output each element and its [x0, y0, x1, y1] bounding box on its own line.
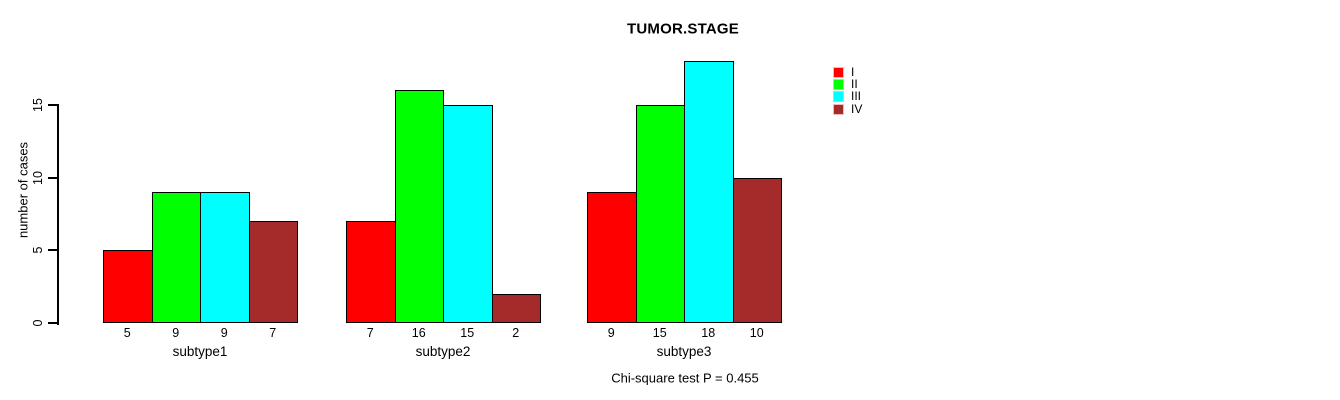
bar-subtype1-stage-IV [248, 221, 298, 323]
x-category-label: subtype2 [415, 344, 471, 359]
y-axis-tick-label: 0 [31, 319, 45, 327]
bar-subtype2-stage-I [346, 221, 396, 323]
bar-subtype3-stage-III [684, 61, 734, 323]
bar-subtype2-stage-II [394, 90, 444, 323]
bar-value-label: 5 [123, 326, 131, 340]
bar-value-label: 7 [269, 326, 277, 340]
bar-value-label: 9 [172, 326, 180, 340]
legend-label: IV [851, 101, 863, 116]
legend-item: IV [833, 103, 862, 115]
legend-item: III [833, 89, 862, 104]
y-axis-tick [48, 322, 57, 324]
bar-subtype3-stage-I [587, 192, 637, 323]
y-axis-tick-label: 15 [31, 98, 45, 112]
y-axis-tick [48, 176, 57, 179]
x-category-label: subtype1 [172, 344, 228, 359]
bar-value-label: 9 [220, 326, 228, 340]
legend-swatch [833, 103, 844, 115]
y-axis-tick [48, 249, 57, 252]
y-axis-line [57, 104, 59, 325]
y-axis-tick-label: 10 [31, 170, 45, 185]
legend-swatch [833, 66, 844, 78]
bar-subtype2-stage-III [443, 105, 493, 323]
bar-subtype1-stage-II [151, 192, 201, 323]
legend-label: II [851, 76, 858, 91]
legend-item: II [833, 78, 858, 90]
y-axis-tick [48, 104, 57, 106]
bar-value-label: 18 [701, 326, 716, 340]
legend-label: I [851, 64, 855, 79]
y-axis-tick-label: 5 [31, 246, 45, 254]
bar-value-label: 7 [366, 326, 374, 340]
legend-swatch [833, 91, 844, 103]
legend-swatch [833, 78, 844, 90]
bar-subtype2-stage-IV [491, 293, 541, 323]
bar-subtype3-stage-II [635, 105, 685, 323]
bar-subtype1-stage-III [200, 192, 250, 323]
x-category-label: subtype3 [656, 344, 712, 359]
chi-square-annotation: Chi-square test P = 0.455 [611, 370, 759, 386]
legend-item: I [833, 66, 854, 78]
chart-title: TUMOR.STAGE [627, 20, 739, 38]
bar-subtype3-stage-IV [732, 177, 782, 323]
legend-label: III [851, 89, 862, 104]
bar-value-label: 15 [652, 326, 667, 340]
bar-value-label: 16 [411, 326, 426, 340]
y-axis-label: number of cases [15, 141, 31, 239]
bar-value-label: 2 [512, 326, 520, 340]
bar-subtype1-stage-I [103, 250, 153, 323]
bar-value-label: 9 [607, 326, 615, 340]
bar-value-label: 15 [460, 326, 475, 340]
bar-value-label: 10 [749, 326, 764, 340]
